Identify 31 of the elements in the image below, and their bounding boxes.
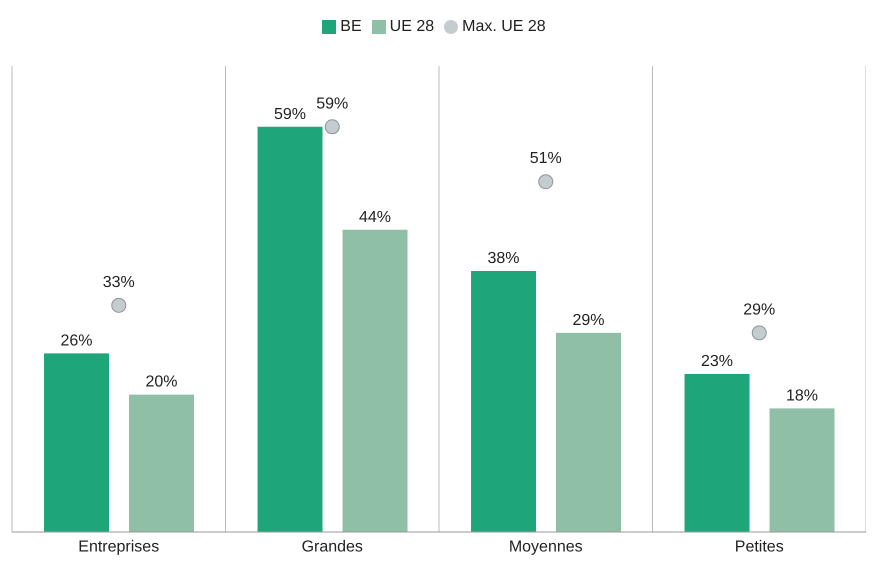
data-label: 23% (701, 353, 734, 370)
bar (556, 332, 622, 532)
data-label: 59% (274, 106, 306, 123)
bar (684, 374, 750, 532)
data-label: 33% (102, 274, 135, 291)
legend-label: BE (340, 18, 362, 35)
data-label: 38% (488, 250, 520, 268)
data-label: 29% (743, 301, 776, 318)
point (538, 174, 554, 190)
bar (258, 126, 323, 532)
data-label: 18% (786, 387, 818, 404)
bar (770, 408, 835, 532)
x-tick-label: Petites (734, 538, 784, 556)
data-label: 29% (572, 312, 605, 329)
legend-label: Max. UE 28 (462, 18, 546, 35)
bar (44, 353, 110, 532)
point (324, 119, 340, 134)
x-tick-label: Grandes (302, 538, 363, 556)
bar (129, 394, 194, 532)
bar (342, 230, 408, 532)
point (111, 298, 126, 313)
point (752, 325, 767, 340)
data-label: 20% (146, 374, 178, 391)
data-label: 59% (316, 95, 348, 112)
x-tick-label: Entreprises (78, 538, 160, 556)
x-tick-label: Moyennes (508, 538, 583, 556)
data-label: 26% (60, 332, 93, 350)
legend-label: UE 28 (390, 18, 434, 35)
data-label: 44% (359, 208, 392, 226)
bar (471, 271, 536, 532)
data-label: 51% (530, 150, 562, 168)
